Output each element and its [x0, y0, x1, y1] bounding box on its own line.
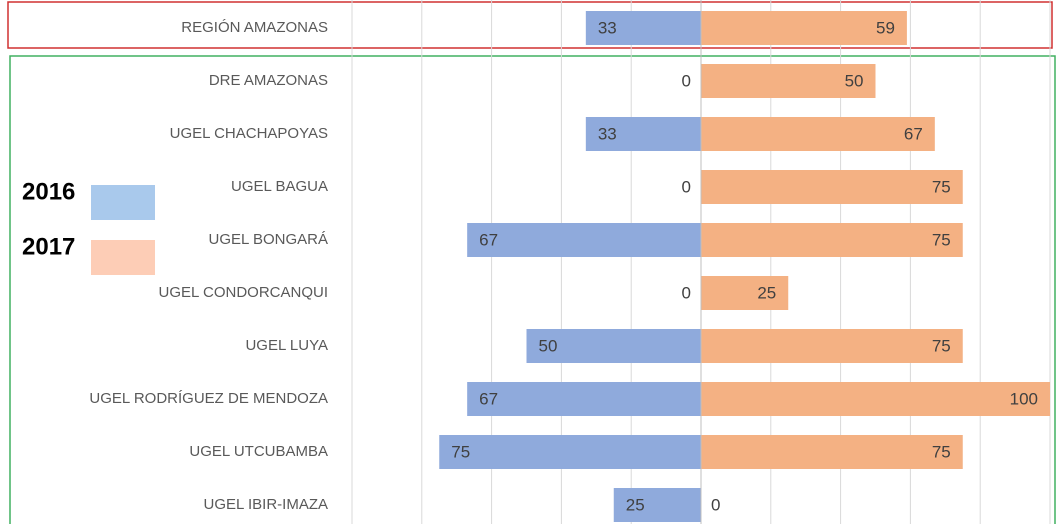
value-label: 75 — [932, 442, 951, 461]
bar — [701, 329, 963, 363]
bar — [526, 329, 701, 363]
bar — [585, 117, 701, 151]
value-label: 0 — [682, 71, 691, 90]
category-label: DRE AMAZONAS — [209, 72, 328, 89]
category-label: UGEL LUYA — [245, 337, 328, 354]
value-label: 67 — [904, 124, 923, 143]
bar — [467, 382, 701, 416]
bar — [701, 11, 907, 45]
bar — [701, 276, 789, 310]
value-label: 25 — [626, 495, 645, 514]
value-label: 67 — [479, 230, 498, 249]
value-label: 33 — [598, 18, 617, 37]
bar — [439, 435, 701, 469]
bar — [613, 488, 701, 522]
legend-label: 2016 — [22, 178, 75, 205]
bar — [585, 11, 701, 45]
bar — [701, 117, 935, 151]
category-label: UGEL BAGUA — [231, 178, 328, 195]
value-label: 100 — [1010, 389, 1038, 408]
highlight-box-region — [7, 1, 1053, 49]
value-label: 0 — [682, 283, 691, 302]
value-label: 50 — [845, 71, 864, 90]
value-label: 75 — [932, 230, 951, 249]
category-label: UGEL UTCUBAMBA — [189, 443, 328, 460]
value-label: 75 — [932, 336, 951, 355]
category-label: UGEL CHACHAPOYAS — [170, 125, 328, 142]
highlight-box-ugel — [9, 55, 1056, 524]
value-label: 75 — [451, 442, 470, 461]
category-label: UGEL RODRÍGUEZ DE MENDOZA — [89, 390, 328, 407]
bar — [701, 382, 1050, 416]
bar — [467, 223, 701, 257]
legend-swatch — [91, 185, 155, 220]
value-label: 0 — [711, 495, 720, 514]
value-label: 75 — [932, 177, 951, 196]
category-label: REGIÓN AMAZONAS — [181, 19, 328, 36]
category-label: UGEL BONGARÁ — [209, 231, 328, 248]
legend-label: 2017 — [22, 233, 75, 260]
bar — [701, 223, 963, 257]
category-label: UGEL CONDORCANQUI — [159, 284, 328, 301]
value-label: 59 — [876, 18, 895, 37]
value-label: 67 — [479, 389, 498, 408]
category-label: UGEL IBIR-IMAZA — [204, 496, 328, 513]
bar — [701, 170, 963, 204]
bar — [701, 435, 963, 469]
value-label: 0 — [682, 177, 691, 196]
value-label: 33 — [598, 124, 617, 143]
value-label: 50 — [539, 336, 558, 355]
legend-swatch — [91, 240, 155, 275]
value-label: 25 — [757, 283, 776, 302]
bar — [701, 64, 876, 98]
